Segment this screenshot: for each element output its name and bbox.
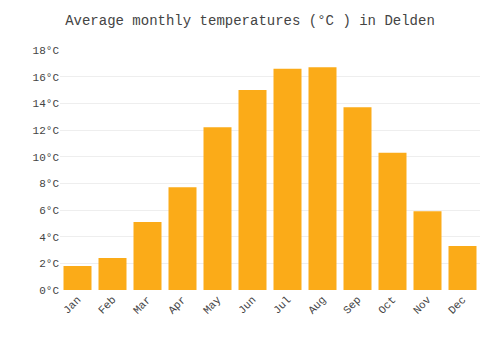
svg-text:Oct: Oct [376,294,398,316]
svg-text:Jun: Jun [236,294,258,316]
svg-text:0°C: 0°C [39,285,59,297]
svg-text:Apr: Apr [166,294,188,316]
svg-text:16°C: 16°C [33,72,60,84]
svg-text:May: May [201,294,224,317]
svg-text:Jan: Jan [61,294,83,316]
svg-text:Dec: Dec [446,294,468,316]
svg-text:4°C: 4°C [39,232,59,244]
svg-text:Mar: Mar [131,294,153,316]
svg-text:Average monthly temperatures (: Average monthly temperatures (°C ) in De… [65,13,435,29]
svg-text:Feb: Feb [96,294,118,316]
svg-text:10°C: 10°C [33,152,60,164]
svg-text:12°C: 12°C [33,125,60,137]
svg-text:2°C: 2°C [39,258,59,270]
svg-text:8°C: 8°C [39,178,59,190]
svg-text:18°C: 18°C [33,45,60,57]
svg-text:Sep: Sep [341,294,363,316]
svg-text:Jul: Jul [271,294,293,316]
svg-text:Aug: Aug [306,294,328,316]
svg-text:Nov: Nov [411,294,434,317]
svg-text:6°C: 6°C [39,205,59,217]
svg-text:14°C: 14°C [33,98,60,110]
